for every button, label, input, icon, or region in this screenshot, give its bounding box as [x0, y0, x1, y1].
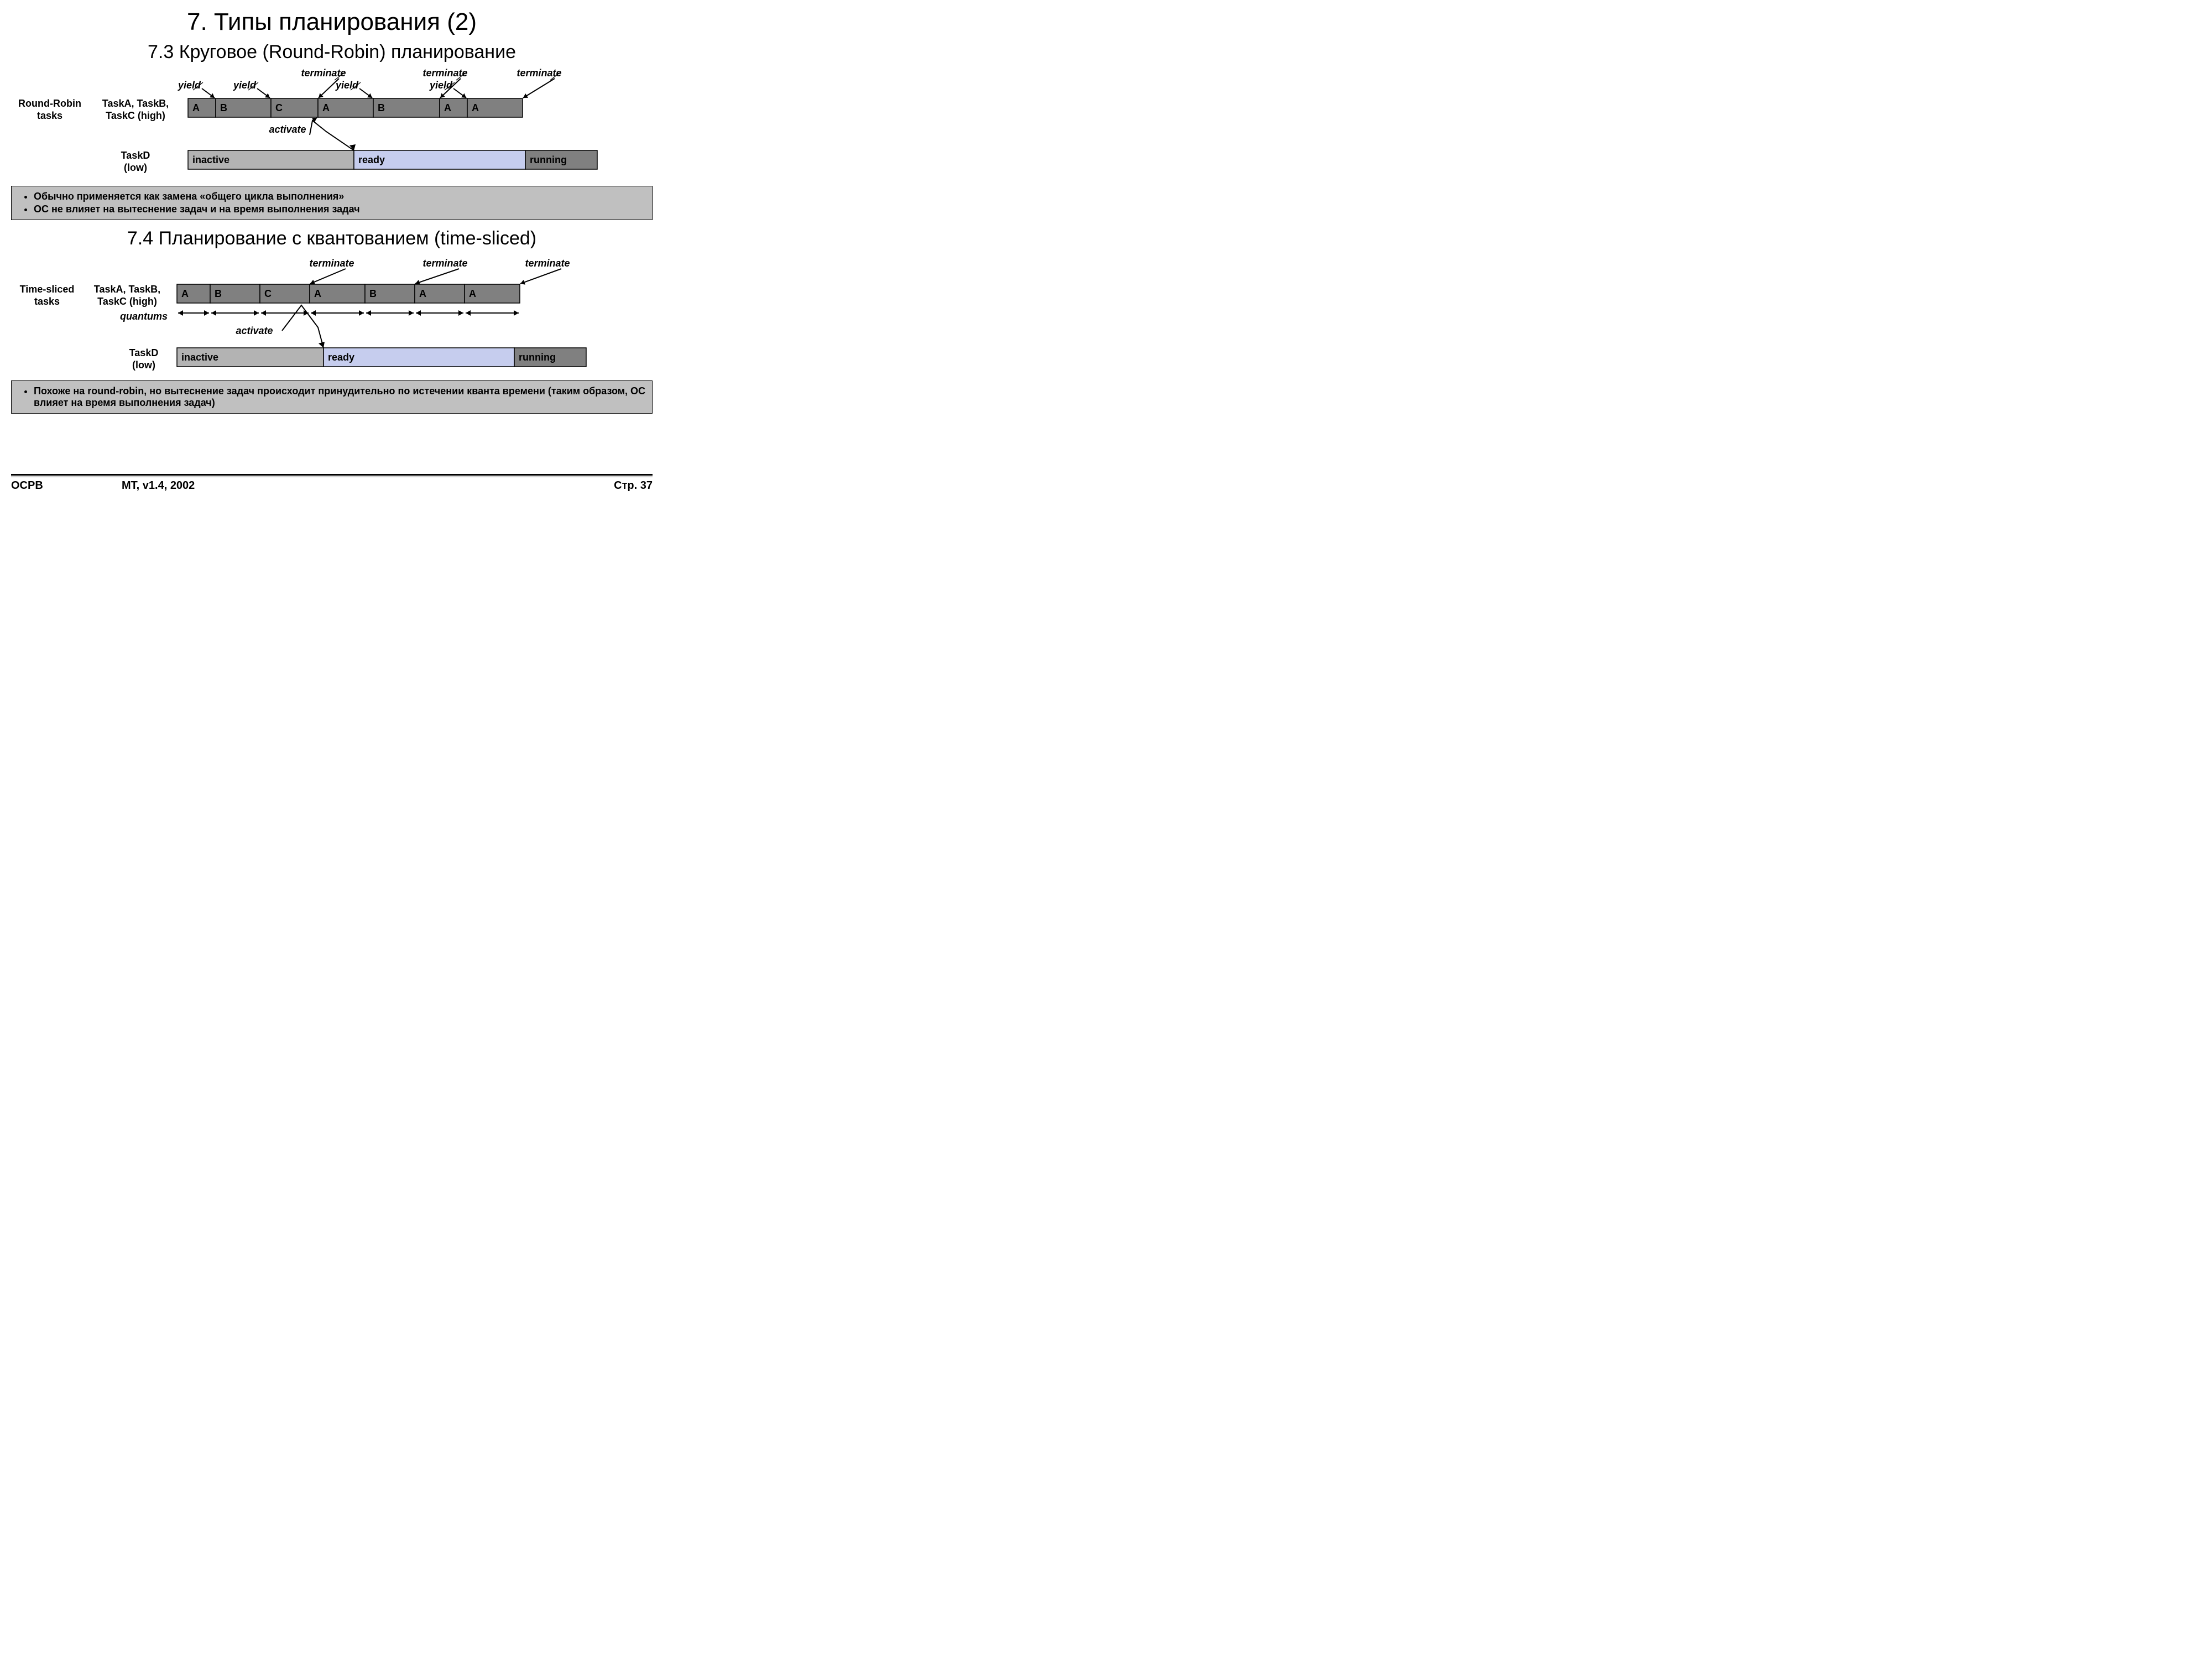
note-item: Обычно применяется как замена «общего ци…	[34, 191, 646, 202]
section2-heading: 7.4 Планирование с квантованием (time-sl…	[11, 228, 653, 249]
svg-text:TaskC (high): TaskC (high)	[106, 110, 165, 121]
svg-text:yield: yield	[178, 80, 201, 91]
svg-text:yield: yield	[335, 80, 359, 91]
notes-box-1: Обычно применяется как замена «общего ци…	[11, 186, 653, 220]
svg-text:(low): (low)	[132, 359, 155, 371]
svg-text:ready: ready	[358, 154, 385, 165]
svg-text:running: running	[519, 352, 556, 363]
footer-right: Стр. 37	[586, 479, 653, 492]
svg-text:activate: activate	[236, 325, 273, 336]
svg-text:B: B	[215, 288, 222, 299]
footer-mid: MT, v1.4, 2002	[122, 479, 586, 492]
svg-text:inactive: inactive	[181, 352, 218, 363]
svg-text:TaskD: TaskD	[129, 347, 159, 358]
svg-text:A: A	[314, 288, 321, 299]
diagram-time-sliced: A B C A B A Ainactive ready running Time-slicedta…	[11, 254, 653, 373]
svg-text:yield: yield	[233, 80, 257, 91]
svg-text:quantums: quantums	[120, 311, 168, 322]
svg-text:B: B	[369, 288, 377, 299]
svg-text:running: running	[530, 154, 567, 165]
slide: 7. Типы планирования (2) 7.3 Круговое (R…	[0, 0, 664, 498]
svg-text:B: B	[378, 102, 385, 113]
footer-left: ОСРВ	[11, 479, 122, 492]
svg-text:C: C	[264, 288, 272, 299]
svg-text:B: B	[220, 102, 227, 113]
svg-text:A: A	[472, 102, 479, 113]
note-item: Похоже на round-robin, но вытеснение зад…	[34, 385, 646, 409]
svg-text:activate: activate	[269, 124, 306, 135]
notes-box-2: Похоже на round-robin, но вытеснение зад…	[11, 380, 653, 414]
svg-text:Time-sliced: Time-sliced	[20, 284, 75, 295]
svg-text:TaskA, TaskB,: TaskA, TaskB,	[94, 284, 160, 295]
svg-text:terminate: terminate	[525, 258, 570, 269]
svg-text:A: A	[444, 102, 451, 113]
svg-text:C: C	[275, 102, 283, 113]
svg-text:A: A	[181, 288, 189, 299]
svg-text:tasks: tasks	[34, 296, 60, 307]
svg-text:A: A	[192, 102, 200, 113]
svg-text:TaskC (high): TaskC (high)	[97, 296, 157, 307]
svg-text:terminate: terminate	[422, 258, 467, 269]
page-title: 7. Типы планирования (2)	[11, 8, 653, 36]
section1-heading: 7.3 Круговое (Round-Robin) планирование	[11, 41, 653, 63]
note-item: ОС не влияет на вытеснение задач и на вр…	[34, 204, 646, 215]
svg-text:terminate: terminate	[309, 258, 354, 269]
svg-text:tasks: tasks	[37, 110, 62, 121]
svg-text:Round-Robin: Round-Robin	[18, 98, 81, 109]
svg-text:A: A	[469, 288, 476, 299]
svg-text:ready: ready	[328, 352, 354, 363]
diagram-round-robin: A B C A B A Ainactive ready running Round-Robinta…	[11, 67, 653, 178]
svg-text:A: A	[322, 102, 330, 113]
svg-text:A: A	[419, 288, 426, 299]
svg-text:TaskD: TaskD	[121, 150, 150, 161]
svg-text:(low): (low)	[124, 162, 147, 173]
footer: ОСРВ MT, v1.4, 2002 Стр. 37	[11, 474, 653, 492]
svg-text:TaskA, TaskB,: TaskA, TaskB,	[102, 98, 169, 109]
svg-text:inactive: inactive	[192, 154, 229, 165]
